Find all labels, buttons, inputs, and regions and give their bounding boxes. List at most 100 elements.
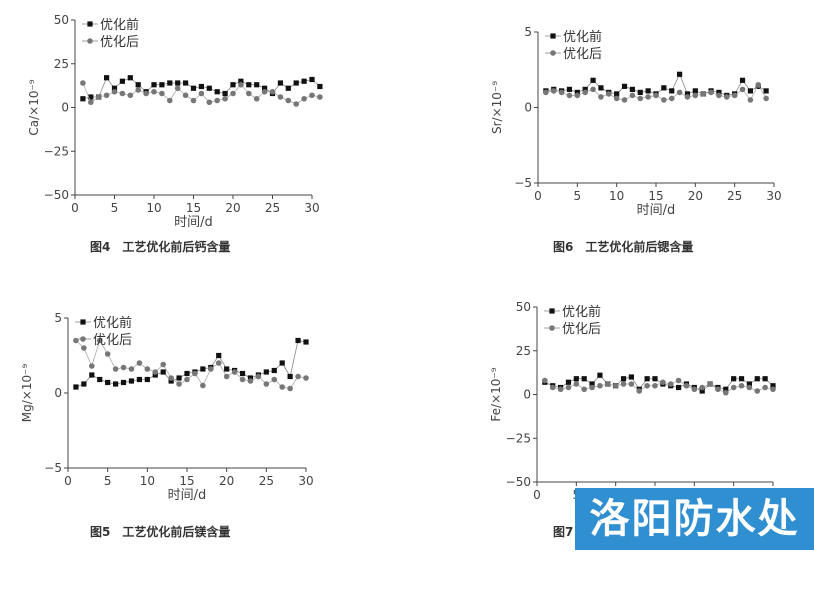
data-point [598, 94, 604, 100]
data-point [246, 82, 252, 88]
data-point [111, 88, 118, 95]
data-point [206, 85, 212, 91]
x-tick-label: 15 [179, 474, 194, 488]
data-point [652, 376, 658, 382]
chart-panel-1: 0 5 10 15 20 25 30 −50 −25 0 25 50 时间/d Ca/×10⁻⁹ 优化前优化… [27, 13, 323, 254]
x-tick-label: 30 [766, 189, 781, 203]
data-point [303, 375, 309, 381]
data-point [89, 363, 95, 369]
data-point [301, 78, 307, 84]
data-point [606, 91, 612, 97]
data-point [668, 95, 675, 102]
y-tick-label: −50 [44, 188, 69, 202]
x-tick-label: 25 [265, 201, 280, 215]
data-point [628, 381, 635, 387]
data-point [598, 85, 604, 91]
data-point [597, 372, 603, 378]
data-point [151, 82, 157, 88]
data-point [285, 97, 292, 104]
data-point [582, 86, 588, 92]
data-point [295, 337, 301, 344]
data-point [128, 366, 135, 372]
data-point [739, 86, 746, 93]
data-point [684, 91, 691, 97]
data-point [675, 377, 682, 384]
x-axis-label: 时间/d [168, 488, 207, 503]
legend-marker [550, 33, 556, 39]
data-point [707, 381, 713, 387]
data-point [614, 91, 620, 97]
data-point [317, 94, 323, 100]
data-point [573, 381, 580, 387]
data-point [127, 92, 134, 99]
legend-marker [550, 50, 556, 56]
data-point [279, 384, 286, 390]
data-point [621, 83, 628, 89]
legend-label: 优化后 [562, 322, 601, 337]
data-point [144, 366, 151, 372]
data-point [637, 89, 643, 95]
data-point [120, 379, 127, 386]
data-point [231, 369, 238, 375]
data-point [190, 85, 197, 91]
series-after [80, 80, 323, 107]
x-tick-label: 20 [688, 189, 703, 203]
data-point [699, 384, 705, 391]
data-point [589, 384, 595, 391]
data-point [222, 90, 228, 97]
data-point [652, 382, 658, 389]
data-point [629, 86, 635, 92]
data-point [677, 71, 683, 77]
y-axis-label: Fe/×10⁻⁹ [489, 367, 503, 421]
data-point [723, 389, 729, 396]
data-point [127, 75, 133, 81]
data-point [143, 90, 149, 97]
data-point [239, 370, 246, 377]
data-point [175, 80, 181, 86]
y-tick-label: 25 [516, 344, 531, 358]
legend-label: 优化后 [100, 35, 139, 50]
y-tick-label: 5 [54, 311, 62, 325]
x-tick-label: 20 [219, 474, 234, 488]
data-point [255, 373, 262, 380]
data-point [590, 86, 596, 93]
data-point [216, 352, 222, 359]
data-point [708, 89, 714, 96]
data-point [135, 82, 141, 88]
x-tick-label: 10 [140, 474, 155, 488]
data-point [152, 372, 158, 378]
data-point [104, 351, 111, 357]
data-point [309, 76, 315, 83]
data-point [755, 82, 762, 88]
data-point [230, 90, 236, 97]
data-point [152, 369, 159, 375]
data-point [223, 373, 230, 380]
x-tick-label: 25 [727, 189, 742, 203]
data-point [208, 366, 214, 372]
data-point [645, 94, 651, 100]
data-point [566, 92, 573, 99]
x-tick-label: 5 [111, 201, 119, 215]
data-point [550, 88, 557, 94]
data-point [285, 85, 291, 91]
data-point [198, 90, 205, 97]
data-point [73, 384, 79, 390]
legend-label: 优化前 [563, 29, 602, 45]
data-point [239, 376, 246, 383]
data-point [214, 97, 220, 104]
data-point [543, 89, 549, 96]
figure-caption: 图6 工艺优化前后锶含量 [553, 239, 693, 254]
data-point [557, 386, 564, 393]
data-point [621, 97, 628, 103]
data-point [135, 87, 141, 93]
data-point [669, 88, 675, 94]
data-point [763, 88, 769, 94]
legend-marker [80, 336, 86, 342]
data-point [754, 376, 760, 382]
x-tick-label: 30 [304, 201, 319, 215]
data-point [309, 92, 315, 99]
data-point [700, 91, 706, 97]
data-point [261, 88, 268, 95]
x-tick-label: 10 [146, 201, 161, 215]
y-tick-label: 0 [61, 101, 69, 115]
